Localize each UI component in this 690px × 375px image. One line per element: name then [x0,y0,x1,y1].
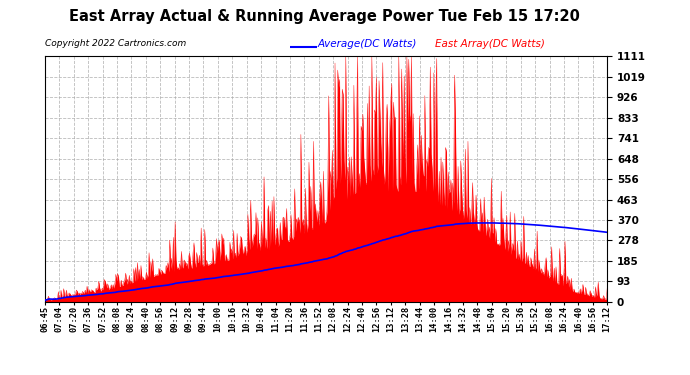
Text: East Array Actual & Running Average Power Tue Feb 15 17:20: East Array Actual & Running Average Powe… [69,9,580,24]
Text: Average(DC Watts): Average(DC Watts) [317,39,417,50]
Text: East Array(DC Watts): East Array(DC Watts) [435,39,544,50]
Text: Copyright 2022 Cartronics.com: Copyright 2022 Cartronics.com [45,39,186,48]
